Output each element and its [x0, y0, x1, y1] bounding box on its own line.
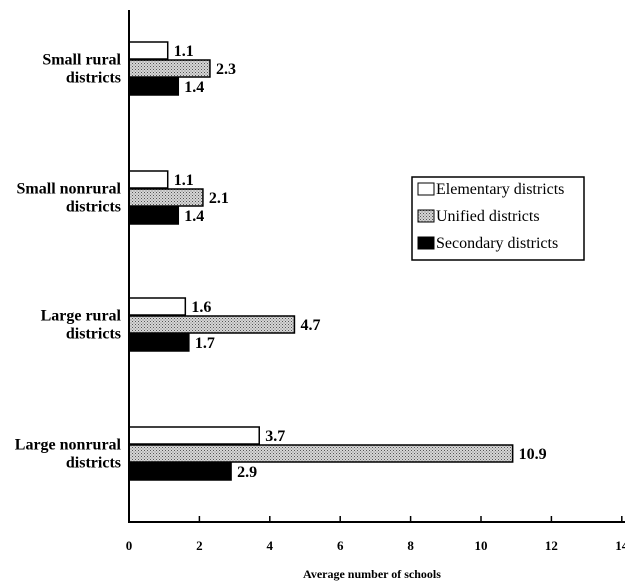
- data-label: 2.1: [209, 190, 229, 207]
- x-axis-title: Average number of schools: [303, 567, 441, 581]
- bar-secondary-districts-2: [128, 333, 190, 352]
- x-tick-label: 4: [267, 538, 274, 553]
- legend: Elementary districts Unified districts Sec…: [411, 176, 585, 261]
- data-label: 10.9: [519, 446, 547, 463]
- data-label: 2.3: [216, 61, 236, 78]
- bar-unified-districts-1: [128, 188, 204, 207]
- x-tick-label: 8: [407, 538, 414, 553]
- x-tick-label: 14: [615, 538, 625, 553]
- category-label: Large rural districts: [41, 308, 122, 343]
- data-label: 2.9: [237, 464, 257, 481]
- legend-label: Unified districts: [436, 208, 540, 225]
- bar-unified-districts-0: [128, 59, 211, 78]
- bar-elementary-districts-1: [128, 170, 169, 189]
- bar-secondary-districts-0: [128, 77, 180, 96]
- data-label: 4.7: [300, 317, 320, 334]
- legend-label: Elementary districts: [436, 181, 564, 198]
- category-label: Small nonrural districts: [17, 181, 122, 216]
- data-label: 3.7: [265, 428, 285, 445]
- bar-secondary-districts-1: [128, 206, 180, 225]
- bar-elementary-districts-0: [128, 41, 169, 60]
- x-tick-label: 10: [475, 538, 488, 553]
- legend-box: [411, 176, 585, 261]
- data-label: 1.1: [174, 172, 194, 189]
- legend-swatch-secondary-districts: [417, 236, 435, 250]
- bar-secondary-districts-3: [128, 462, 232, 481]
- data-label: 1.4: [184, 208, 204, 225]
- data-label: 1.6: [191, 299, 211, 316]
- category-label: Large nonrural districts: [15, 437, 122, 472]
- bar-unified-districts-2: [128, 315, 296, 334]
- x-tick-label: 2: [196, 538, 203, 553]
- x-tick-label: 6: [337, 538, 344, 553]
- data-label: 1.7: [195, 335, 215, 352]
- legend-swatch-elementary-districts: [417, 182, 435, 196]
- x-tick-label: 12: [545, 538, 558, 553]
- plot-area: 1.1 1.1 1.6 3.7 2.3 2.1 4.7 10.9 1.4 1.4 1.7 2.9 Sma…: [15, 10, 625, 581]
- bar-unified-districts-3: [128, 444, 514, 463]
- legend-swatch-unified-districts: [417, 209, 435, 223]
- data-label: 1.4: [184, 79, 204, 96]
- legend-label: Secondary districts: [436, 235, 558, 252]
- x-tick-label: 0: [126, 538, 133, 553]
- data-label: 1.1: [174, 43, 194, 60]
- bar-elementary-districts-2: [128, 297, 187, 316]
- category-label: Small rural districts: [42, 52, 121, 87]
- bar-elementary-districts-3: [128, 426, 260, 445]
